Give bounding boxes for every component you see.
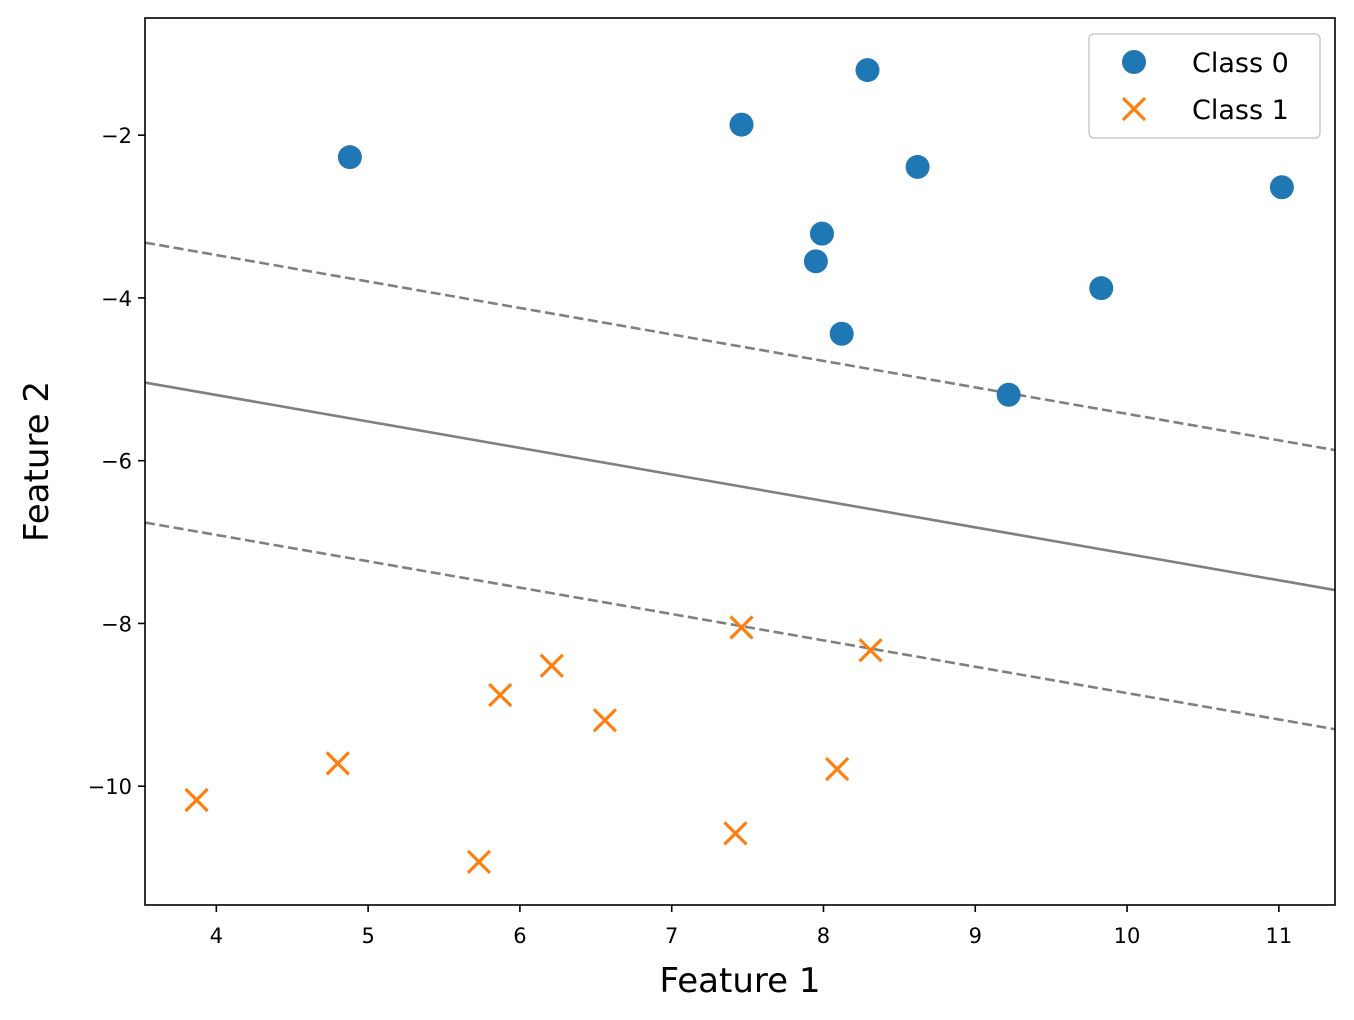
legend: Class 0 Class 1 — [1088, 33, 1321, 139]
x-axis-label: Feature 1 — [660, 961, 821, 1001]
y-axis-label: Feature 2 — [17, 381, 57, 542]
x-tick-label: 7 — [665, 924, 678, 948]
x-tick-label: 5 — [361, 924, 374, 948]
plot-frame — [144, 17, 1336, 906]
point-class-1-1 — [325, 751, 350, 776]
point-class-1-0 — [184, 787, 209, 813]
point-class-1-8 — [825, 756, 850, 782]
point-class-1-9 — [723, 821, 748, 846]
point-class-0-9 — [996, 382, 1021, 407]
legend-box — [1088, 33, 1321, 139]
legend-marker-1 — [1121, 96, 1147, 122]
y-tick-label: −8 — [101, 612, 132, 636]
point-class-0-1 — [729, 112, 754, 137]
x-tick-label: 4 — [210, 924, 223, 948]
point-class-1-6 — [729, 615, 754, 640]
point-class-1-3 — [488, 682, 513, 708]
x-tick-label: 6 — [513, 924, 526, 948]
point-class-0-8 — [1089, 276, 1114, 301]
point-class-1-5 — [592, 708, 618, 733]
x-axis-ticks: 4 5 6 7 8 9 10 11 — [210, 905, 1292, 948]
point-class-1-7 — [858, 638, 883, 663]
legend-items: Class 0 Class 1 — [1121, 48, 1289, 126]
point-class-0-6 — [803, 249, 828, 274]
x-tick-label: 8 — [817, 924, 830, 948]
points-layer — [184, 58, 1294, 875]
decision-boundary-line — [144, 381, 1336, 592]
point-class-0-5 — [809, 221, 834, 246]
y-tick-label: −6 — [101, 450, 132, 474]
legend-label-1: Class 1 — [1192, 95, 1289, 126]
x-tick-label: 11 — [1265, 924, 1292, 948]
point-class-0-0 — [337, 145, 362, 170]
y-axis-ticks: −2 −4 −6 −8 −10 — [88, 124, 145, 799]
point-class-0-4 — [1269, 175, 1294, 200]
y-tick-label: −4 — [101, 287, 132, 311]
legend-marker-0 — [1122, 50, 1146, 74]
y-tick-label: −2 — [101, 124, 132, 148]
point-class-1-2 — [466, 849, 492, 875]
margin-upper-line — [144, 241, 1336, 452]
point-class-0-7 — [829, 321, 854, 346]
y-tick-label: −10 — [88, 775, 132, 799]
legend-label-0: Class 0 — [1192, 48, 1289, 79]
x-tick-label: 10 — [1114, 924, 1141, 948]
point-class-0-3 — [905, 154, 930, 179]
point-class-0-2 — [855, 58, 880, 83]
point-class-1-4 — [539, 653, 564, 678]
x-tick-label: 9 — [969, 924, 982, 948]
lines-layer — [144, 241, 1336, 731]
